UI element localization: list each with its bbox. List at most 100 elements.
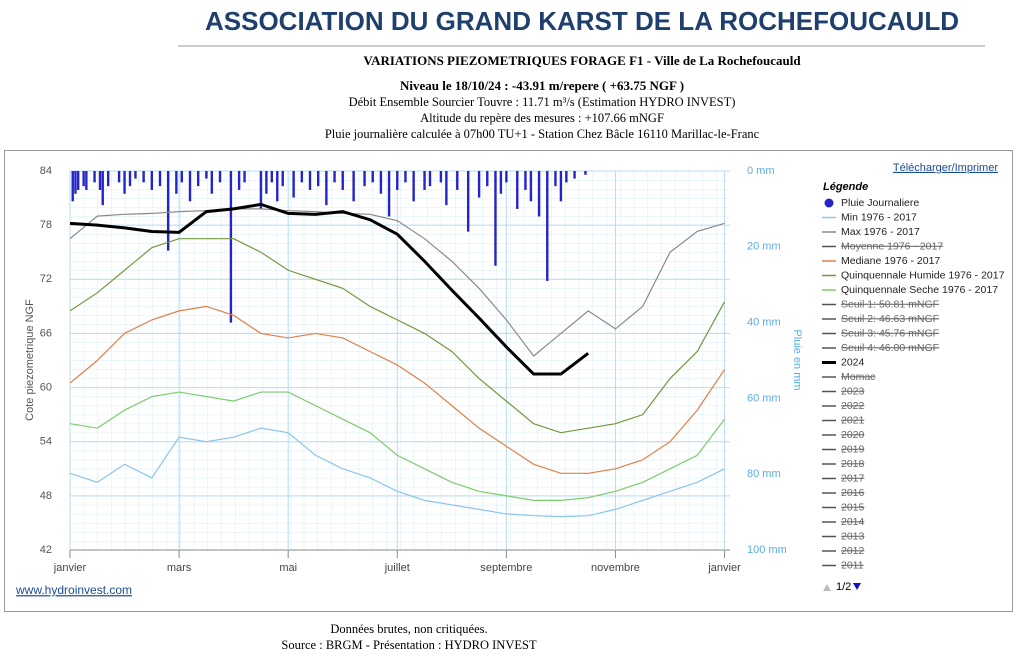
legend-label[interactable]: Pluie Journaliere — [841, 197, 919, 209]
x-tick-label: janvier — [707, 562, 741, 574]
legend-label[interactable]: Seuil 1: 50.81 mNGF — [841, 298, 939, 310]
rain-bar — [229, 171, 233, 323]
rain-bar — [117, 171, 121, 183]
rain-bar — [218, 171, 222, 183]
y2-tick-label: 80 mm — [747, 468, 781, 480]
legend-label[interactable]: 2014 — [841, 516, 865, 528]
site-link[interactable]: www.hydroinvest.com — [15, 583, 132, 597]
pager-text: 1/2 — [836, 581, 851, 593]
legend-label[interactable]: 2017 — [841, 472, 865, 484]
rain-bar — [371, 171, 374, 183]
legend-label[interactable]: Seuil 4: 46.00 mNGF — [841, 342, 939, 354]
legend-label[interactable]: 2018 — [841, 458, 865, 470]
y2-tick-label: 0 mm — [747, 165, 775, 177]
pager-down[interactable] — [853, 583, 861, 590]
y-axis-title: Cote piezometrique NGF — [24, 299, 36, 421]
rain-bar — [270, 171, 274, 183]
rain-bar — [316, 171, 320, 187]
y-tick-label: 78 — [40, 219, 52, 231]
rain-bar — [396, 171, 399, 190]
minor-grid — [70, 171, 730, 550]
rain-bar — [265, 171, 268, 194]
legend-label[interactable]: Moyenne 1976 - 2017 — [841, 240, 943, 252]
rain-bar — [559, 171, 563, 202]
rain-bar — [128, 171, 132, 187]
rain-bar — [308, 171, 312, 190]
legend-label[interactable]: Mediane 1976 - 2017 — [841, 255, 940, 267]
rain-bar — [387, 171, 391, 217]
info-line: Altitude du repère des mesures : +107.66… — [420, 111, 664, 125]
page-title: ASSOCIATION DU GRAND KARST DE LA ROCHEFO… — [205, 6, 959, 36]
rain-bar — [175, 171, 178, 194]
rain-bar — [210, 171, 214, 194]
legend-label[interactable]: 2023 — [841, 385, 865, 397]
series-line — [69, 427, 725, 518]
download-link[interactable]: Télécharger/Imprimer — [893, 162, 998, 174]
rain-bar — [341, 171, 344, 190]
rain-bar — [352, 171, 355, 202]
series-line — [69, 238, 726, 434]
rain-bar — [546, 171, 549, 281]
legend-label[interactable]: Quinquennale Humide 1976 - 2017 — [841, 269, 1005, 281]
rain-bar — [516, 171, 519, 209]
subtitle: VARIATIONS PIEZOMETRIQUES FORAGE F1 - Vi… — [363, 53, 801, 68]
rain-bar — [300, 171, 304, 183]
rain-bar — [259, 171, 263, 209]
y-tick-label: 84 — [40, 165, 52, 177]
footer-source: Source : BRGM - Présentation : HYDRO INV… — [281, 638, 537, 652]
rain-bar — [439, 171, 443, 183]
legend-label[interactable]: 2020 — [841, 429, 865, 441]
rain-bar — [71, 171, 74, 202]
y2-axis-title: Pluie en mm — [791, 329, 803, 390]
y-tick-label: 60 — [40, 381, 52, 393]
y-tick-label: 42 — [40, 544, 52, 556]
rain-bar — [142, 171, 145, 183]
rain-bar — [494, 171, 497, 266]
y2-tick-label: 100 mm — [747, 544, 787, 556]
legend-label[interactable]: 2012 — [841, 545, 865, 557]
legend-label[interactable]: Max 1976 - 2017 — [841, 226, 920, 238]
rain-bar — [93, 171, 96, 183]
rain-bar — [524, 171, 527, 190]
y2-tick-label: 20 mm — [747, 241, 781, 253]
rain-bar — [499, 171, 503, 194]
rain-bar — [76, 171, 80, 190]
rain-bar — [123, 171, 126, 194]
level: Niveau le 18/10/24 : -43.91 m/repere ( +… — [400, 78, 684, 93]
legend-label[interactable]: 2021 — [841, 414, 865, 426]
rain-bar — [505, 171, 508, 183]
y2-tick-label: 60 mm — [747, 392, 781, 404]
legend-label[interactable]: Momac — [841, 371, 875, 383]
legend-label[interactable]: 2016 — [841, 487, 865, 499]
rain-bar — [158, 171, 162, 187]
legend-label[interactable]: 2019 — [841, 443, 865, 455]
rain-bar — [180, 171, 184, 183]
legend-label[interactable]: Seuil 3: 45.76 mNGF — [841, 327, 939, 339]
x-tick-label: mai — [279, 562, 297, 574]
rain-bar — [456, 171, 459, 190]
rain-bar — [98, 171, 102, 190]
legend-label[interactable]: 2024 — [841, 356, 865, 368]
legend-label[interactable]: 2013 — [841, 530, 865, 542]
rain-bar — [477, 171, 481, 198]
legend-label[interactable]: 2015 — [841, 501, 865, 513]
legend-label[interactable]: 2022 — [841, 400, 865, 412]
rain-bar — [529, 171, 533, 202]
rain-bar — [565, 171, 568, 183]
y-tick-label: 66 — [40, 327, 52, 339]
series-line — [69, 208, 725, 357]
y2-tick-label: 40 mm — [747, 317, 781, 329]
x-tick-label: juillet — [384, 562, 410, 574]
legend-label[interactable]: Seuil 2: 46.63 mNGF — [841, 313, 939, 325]
pager-up[interactable] — [823, 584, 831, 591]
legend-label[interactable]: 2011 — [841, 559, 864, 571]
rain-bar — [205, 171, 208, 179]
rain-bar — [428, 171, 432, 187]
series-line — [69, 305, 726, 474]
rain-bar — [584, 171, 587, 175]
rain-bar — [101, 171, 104, 206]
rain-bar — [537, 171, 541, 217]
legend-label[interactable]: Min 1976 - 2017 — [841, 211, 917, 223]
legend-label[interactable]: Quinquennale Seche 1976 - 2017 — [841, 284, 998, 296]
